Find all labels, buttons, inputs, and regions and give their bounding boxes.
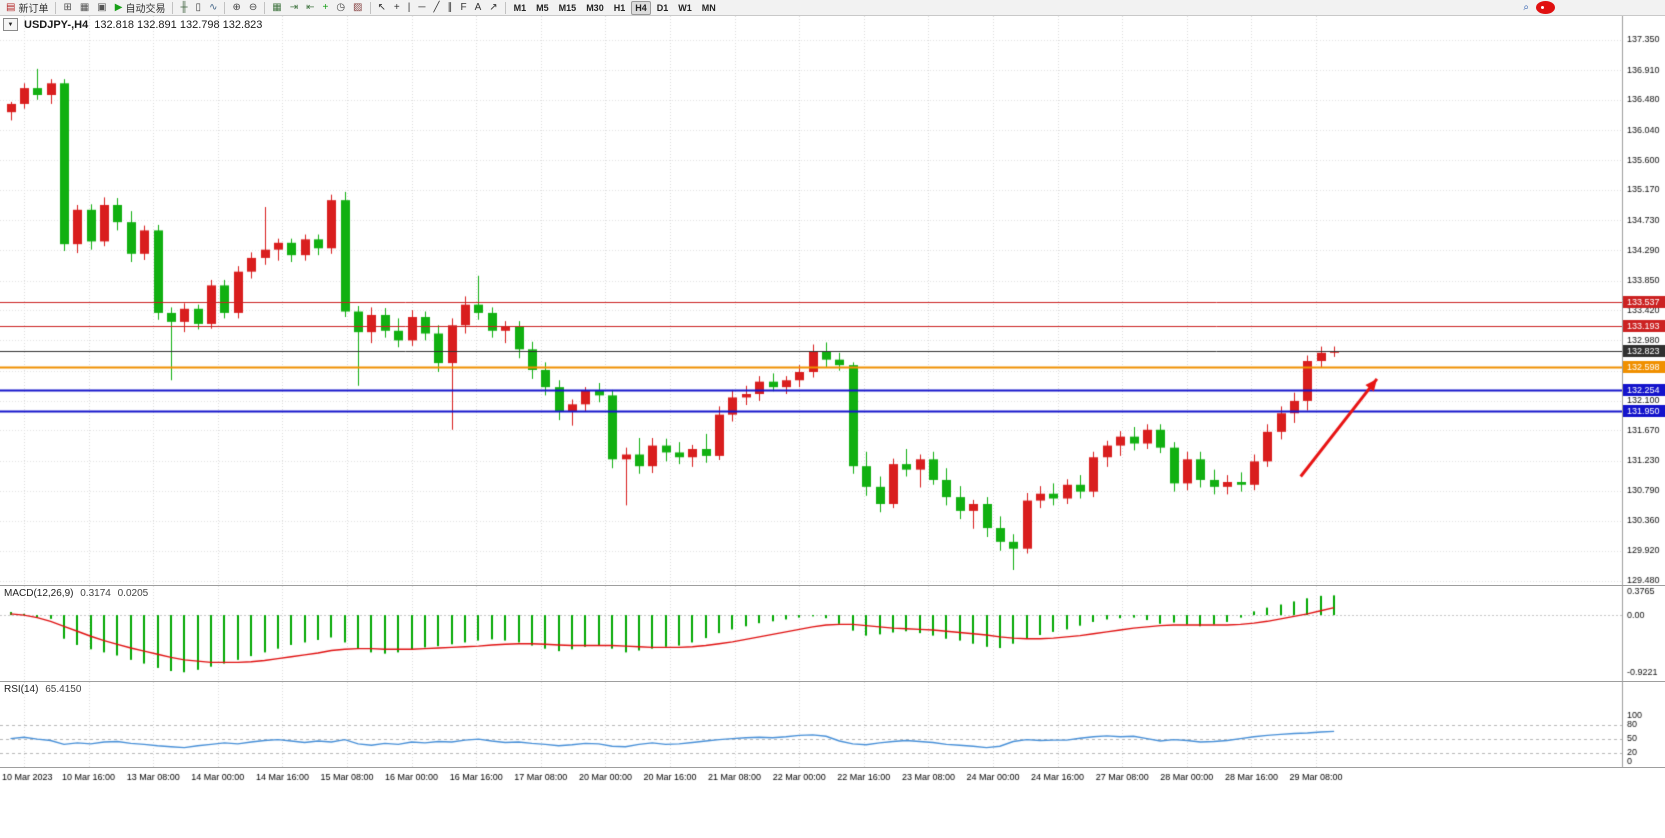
timeframe-m30-button[interactable]: M30 xyxy=(586,2,604,13)
indicators-icon[interactable]: + xyxy=(322,2,329,13)
bar-chart-icon[interactable]: ╫ xyxy=(180,2,188,13)
toolbar-separator xyxy=(264,1,266,14)
market-watch-icon[interactable]: ▣ xyxy=(97,2,107,13)
zoom-out-icon[interactable]: ⊖ xyxy=(248,2,258,13)
price-panel: ▼ USDJPY-,H4 132.818 132.891 132.798 132… xyxy=(0,16,1665,586)
tile-windows-icon[interactable]: ▦ xyxy=(272,2,282,13)
chart-shift-icon[interactable]: ⇤ xyxy=(306,2,315,13)
new-order-icon: ▤ xyxy=(6,2,16,13)
zoom-in-icon[interactable]: ⊕ xyxy=(232,2,241,13)
toolbar-separator xyxy=(369,1,371,14)
chart-title-bar: ▼ USDJPY-,H4 132.818 132.891 132.798 132… xyxy=(3,18,262,31)
cursor-icon[interactable]: ↖ xyxy=(377,2,386,13)
toolbar-group-chart-type: ╫ ▯ ∿ xyxy=(176,0,221,16)
rsi-panel: RSI(14) 65.4150 xyxy=(0,682,1665,768)
time-axis-panel xyxy=(0,768,1665,788)
toolbar-separator xyxy=(172,1,174,14)
new-order-button[interactable]: ▤ 新订单 xyxy=(2,0,52,16)
chart-symbol-label: USDJPY-,H4 xyxy=(24,18,89,31)
chart-ohlc-values: 132.818 132.891 132.798 132.823 xyxy=(94,18,263,31)
macd-indicator-label: MACD(12,26,9) 0.3174 0.0205 xyxy=(4,588,148,600)
vertical-line-icon[interactable]: | xyxy=(407,2,411,13)
auto-trading-button[interactable]: ▶ 自动交易 xyxy=(111,0,170,16)
new-order-label: 新订单 xyxy=(18,4,49,15)
fibonacci-icon[interactable]: F xyxy=(460,2,467,13)
notification-icon[interactable] xyxy=(1536,1,1555,14)
timeframe-h1-button[interactable]: H1 xyxy=(613,2,626,13)
search-icon[interactable]: ⌕ xyxy=(1523,2,1529,13)
rsi-name: RSI(14) xyxy=(4,684,39,695)
trendline-icon[interactable]: ╱ xyxy=(433,2,440,13)
toolbar-separator xyxy=(224,1,226,14)
price-chart-canvas[interactable] xyxy=(0,16,1665,585)
auto-trading-label: 自动交易 xyxy=(125,4,166,15)
toolbar-group-timeframes: M1 M5 M15 M30 H1 H4 D1 W1 MN xyxy=(509,0,721,15)
toolbar-group-windows: ⊞ ▦ ▣ xyxy=(59,0,110,16)
rsi-indicator-label: RSI(14) 65.4150 xyxy=(4,684,81,696)
macd-panel: MACD(12,26,9) 0.3174 0.0205 xyxy=(0,586,1665,682)
text-icon[interactable]: A xyxy=(474,2,482,13)
timeframe-w1-button[interactable]: W1 xyxy=(678,2,692,13)
new-chart-icon[interactable]: ⊞ xyxy=(63,2,72,13)
rsi-chart-canvas[interactable] xyxy=(0,682,1665,767)
toolbar-group-misc: ▦ ⇥ ⇤ + ◷ ▨ xyxy=(268,0,366,16)
timeframe-m15-button[interactable]: M15 xyxy=(558,2,577,13)
templates-icon[interactable]: ▨ xyxy=(353,2,363,13)
timeframe-h4-button[interactable]: H4 xyxy=(631,0,651,15)
macd-signal-value: 0.0205 xyxy=(117,588,149,599)
bottom-filler xyxy=(0,788,1665,837)
toolbar-group-right: ⌕ xyxy=(1519,0,1663,16)
toolbar-group-zoom: ⊕ ⊖ xyxy=(228,0,261,16)
line-chart-icon[interactable]: ∿ xyxy=(209,2,218,13)
toolbar-group-drawing: ↖ + | ─ ╱ ∥ F A ↗ xyxy=(374,0,502,16)
timeframe-m1-button[interactable]: M1 xyxy=(513,2,527,13)
horizontal-line-icon[interactable]: ─ xyxy=(418,2,426,13)
profiles-icon[interactable]: ▦ xyxy=(79,2,90,13)
timeframe-m5-button[interactable]: M5 xyxy=(536,2,549,13)
candlestick-chart-icon[interactable]: ▯ xyxy=(195,2,202,13)
macd-name: MACD(12,26,9) xyxy=(4,588,74,599)
periods-icon[interactable]: ◷ xyxy=(336,2,346,13)
macd-chart-canvas[interactable] xyxy=(0,586,1665,681)
time-axis-canvas[interactable] xyxy=(0,768,1665,788)
toolbar-separator xyxy=(55,1,57,14)
crosshair-icon[interactable]: + xyxy=(393,2,400,13)
macd-value: 0.3174 xyxy=(80,588,111,599)
timeframe-mn-button[interactable]: MN xyxy=(701,2,716,13)
timeframe-d1-button[interactable]: D1 xyxy=(656,2,669,13)
arrow-tool-icon[interactable]: ↗ xyxy=(489,2,498,13)
auto-trading-icon: ▶ xyxy=(114,2,123,13)
rsi-value: 65.4150 xyxy=(45,684,82,695)
chart-collapse-button[interactable]: ▼ xyxy=(3,18,18,31)
auto-scroll-icon[interactable]: ⇥ xyxy=(289,2,299,13)
chart-area: ▼ USDJPY-,H4 132.818 132.891 132.798 132… xyxy=(0,16,1665,837)
channel-icon[interactable]: ∥ xyxy=(447,2,453,13)
toolbar-separator xyxy=(504,1,506,14)
main-toolbar: ▤ 新订单 ⊞ ▦ ▣ ▶ 自动交易 ╫ ▯ ∿ ⊕ ⊖ ▦ ⇥ ⇤ + ◷ ▨ ↖ + | ─ ╱ ∥ F A ↗… xyxy=(0,0,1665,16)
